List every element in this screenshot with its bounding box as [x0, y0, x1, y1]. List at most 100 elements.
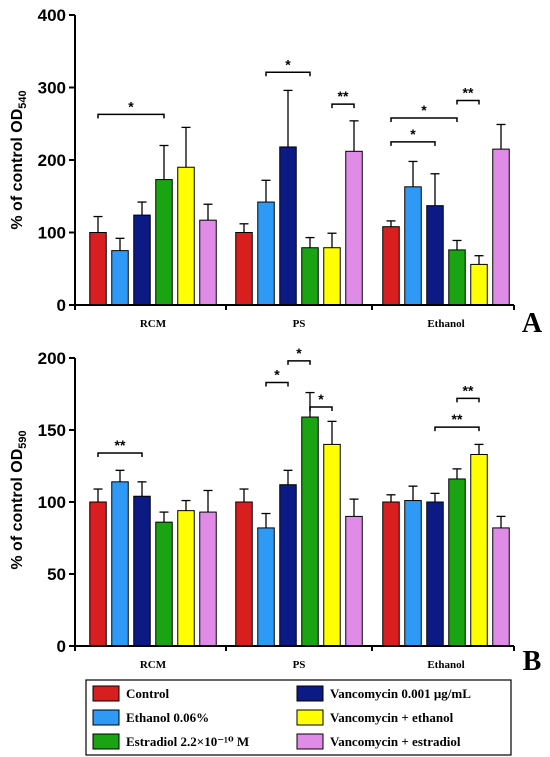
bar [155, 179, 173, 306]
legend-label: Vancomycin + estradiol [330, 734, 461, 749]
significance-bracket [265, 381, 289, 387]
significance-label: * [421, 102, 427, 118]
bar [133, 495, 151, 647]
y-axis-title-main: % of control OD [9, 449, 26, 570]
bar [199, 511, 217, 647]
panel-b: 0 50 100 150 200 RCM PS Ethanol % of control OD5… [9, 345, 541, 677]
y-tick-label: 50 [47, 565, 66, 584]
category-label: PS [293, 318, 306, 330]
legend-label: Control [126, 686, 169, 701]
bar [404, 186, 422, 306]
y-tick-label: 200 [38, 151, 66, 170]
bar [323, 247, 341, 306]
significance-label: * [285, 56, 291, 72]
significance-label: * [410, 126, 416, 142]
category-label: Ethanol [427, 318, 464, 330]
bar [301, 416, 319, 647]
significance-bracket [434, 426, 480, 432]
bar [345, 515, 363, 647]
bar [301, 247, 319, 306]
bar [111, 481, 129, 647]
bar [279, 146, 297, 306]
significance-label: ** [452, 411, 463, 427]
legend-swatch [92, 685, 120, 702]
bar [448, 478, 466, 647]
y-axis-title-subscript: 540 [17, 90, 29, 108]
significance-bracket [287, 360, 311, 365]
category-label: RCM [140, 318, 167, 330]
legend-label: Vancomycin 0.001 μg/mL [330, 686, 471, 701]
y-tick-label: 300 [38, 79, 66, 98]
category-label: RCM [140, 659, 167, 671]
bar [177, 166, 195, 306]
significance-label: * [274, 366, 280, 382]
bar [382, 226, 400, 306]
significance-label: ** [338, 88, 349, 104]
significance-bracket [390, 117, 458, 122]
significance-bracket [97, 452, 143, 458]
significance-label: * [318, 391, 324, 407]
bar [382, 501, 400, 647]
bar [155, 521, 173, 647]
bar [426, 501, 444, 647]
bar [404, 500, 422, 647]
y-axis-title: % of control OD540 [9, 90, 29, 229]
bar [199, 219, 217, 306]
significance-label: ** [115, 437, 126, 453]
bar [279, 484, 297, 647]
bar [470, 453, 488, 647]
y-axis-title: % of control OD590 [9, 430, 29, 569]
legend-label: Ethanol 0.06% [126, 710, 209, 725]
significance-bracket [265, 71, 311, 77]
category-label: Ethanol [427, 659, 464, 671]
legend-swatch [92, 733, 120, 750]
y-tick-label: 100 [38, 224, 66, 243]
bar [448, 249, 466, 306]
bar [470, 263, 488, 306]
significance-label: ** [463, 382, 474, 398]
significance-label: * [128, 98, 134, 114]
legend: Control Vancomycin 0.001 μg/mL Ethanol 0.0… [85, 679, 512, 756]
significance-label: ** [463, 85, 474, 101]
bar [177, 510, 195, 647]
significance-bracket [456, 397, 480, 403]
significance-bracket [390, 141, 436, 146]
y-tick-label: 0 [57, 637, 66, 656]
significance-bracket [309, 406, 333, 411]
bar [133, 214, 151, 306]
bar [257, 201, 275, 306]
significance-bracket [331, 103, 355, 109]
legend-label: Estradiol 2.2×10⁻¹⁰ M [126, 734, 249, 749]
bar [323, 443, 341, 647]
bar [89, 501, 107, 647]
significance-label: * [296, 345, 302, 361]
panel-label: A [522, 308, 543, 339]
panel-a: 0 100 200 300 400 RCM PS Ethanol % of control OD… [9, 6, 543, 339]
legend-swatch [296, 685, 324, 702]
y-tick-label: 0 [57, 296, 66, 315]
significance-bracket [97, 113, 165, 119]
bar [492, 527, 510, 647]
y-tick-label: 400 [38, 6, 66, 25]
bar [89, 232, 107, 306]
bar [235, 232, 253, 306]
category-label: PS [293, 659, 306, 671]
significance-bracket [456, 99, 480, 105]
legend-swatch [92, 709, 120, 726]
y-axis-title-subscript: 590 [17, 430, 29, 448]
panel-label: B [523, 646, 542, 677]
bar [492, 148, 510, 306]
bar [426, 205, 444, 306]
legend-swatch [296, 709, 324, 726]
y-tick-label: 100 [38, 493, 66, 512]
legend-label: Vancomycin + ethanol [330, 710, 454, 725]
y-axis-title-main: % of control OD [9, 109, 26, 230]
y-tick-label: 200 [38, 349, 66, 368]
y-tick-label: 150 [38, 421, 66, 440]
legend-swatch [296, 733, 324, 750]
bar [111, 250, 129, 306]
bar [345, 150, 363, 306]
bar [235, 501, 253, 647]
bar [257, 527, 275, 647]
